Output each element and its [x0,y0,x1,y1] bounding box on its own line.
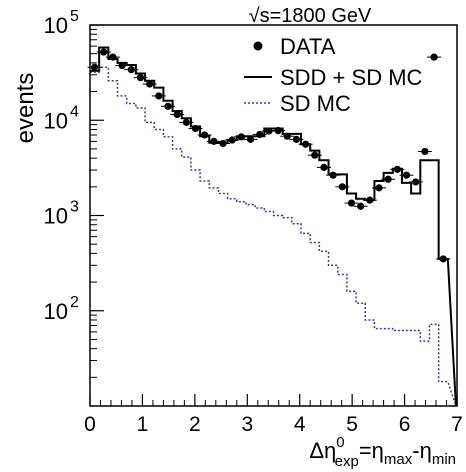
data-point [146,80,154,88]
data-point [402,171,411,179]
y-axis-label: events [12,73,39,144]
x-label-sub: exp [335,453,359,470]
x-label-min: min [432,451,456,468]
data-point [219,139,227,148]
x-tick-label: 2 [189,413,201,436]
data-point [155,92,163,100]
data-point [164,102,172,110]
data-point [182,118,190,126]
x-label-sup: 0 [336,434,344,451]
data-point [173,110,181,119]
x-label-delta: Δη [309,438,336,463]
data-point [118,61,126,70]
y-tick-exponent: 5 [70,8,79,25]
data-point [237,133,245,141]
sdd-sd-mc-histogram [90,46,457,407]
x-tick-label: 5 [346,413,358,436]
data-point [338,183,346,191]
legend-entry-data: DATA [280,34,336,59]
x-axis-label: Δη0 exp=ηmax-ηmin [309,434,456,470]
data-point [347,199,356,207]
data-point [357,202,365,210]
legend-entry-sd-mc: SD MC [280,91,351,116]
data-point [283,132,291,140]
data-point [210,137,218,145]
legend-marker-data [253,41,263,51]
y-tick-label: 10 [44,108,68,133]
data-point [265,127,273,135]
x-tick-label: 1 [137,413,149,436]
x-tick-label: 7 [451,413,463,436]
x-tick-label: 3 [241,413,253,436]
data-point [127,66,135,74]
data-point [274,126,282,135]
data-point [191,124,200,133]
data-point [375,184,383,192]
data-point [256,130,264,139]
y-tick-exponent: 2 [70,294,79,311]
sd-mc-histogram [90,66,457,407]
legend-entry-sdd-sd-mc: SDD + SD MC [280,65,423,90]
x-tick-label: 4 [294,413,306,436]
data-point [430,53,438,61]
data-point [109,53,117,61]
y-tick-label: 10 [44,204,68,229]
data-point [311,151,319,159]
data-point [228,136,236,144]
data-point [366,196,374,204]
data-point [329,171,337,179]
data-point [393,165,401,173]
x-label-eq: =η [359,438,384,463]
x-label-max: max [384,451,413,468]
data-point [246,135,255,143]
x-tick-label: 6 [399,413,411,436]
data-point [292,135,301,143]
data-point [90,63,99,71]
plot-marks [87,46,457,407]
y-tick-exponent: 4 [70,103,79,120]
data-point [136,74,145,82]
y-tick-label: 10 [44,299,68,324]
data-point [302,140,310,148]
data-point [412,178,420,186]
data-point [384,175,392,183]
y-tick-exponent: 3 [70,199,79,216]
data-point [100,48,108,56]
data-point [439,255,447,263]
x-tick-label: 0 [84,413,96,436]
x-label-minus: -η [412,438,432,463]
chart-title: √s=1800 GeV [249,5,372,27]
y-tick-label: 10 [44,13,68,38]
data-point [320,163,328,171]
data-point [421,147,429,156]
data-point [201,131,209,139]
